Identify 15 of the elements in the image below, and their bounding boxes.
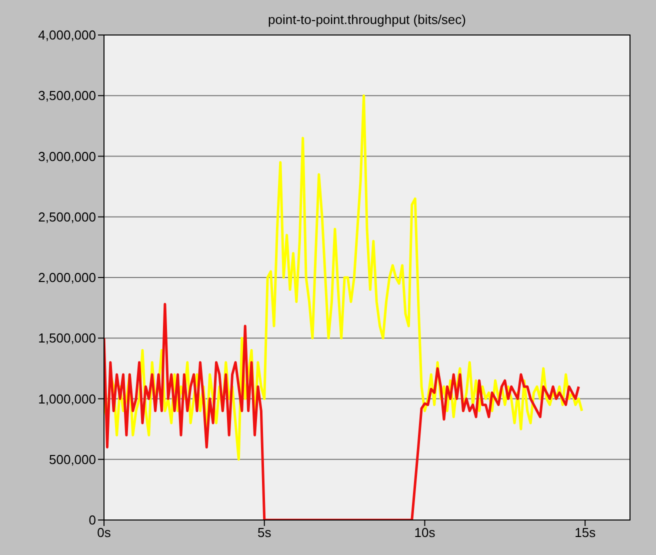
line-series	[104, 302, 580, 520]
y-tick-label: 1,500,000	[38, 330, 96, 346]
x-tick-label: 5s	[258, 525, 272, 540]
y-tick-label: 500,000	[49, 452, 96, 467]
y-tick-label: 2,000,000	[38, 270, 96, 286]
x-tick-label: 10s	[414, 525, 436, 540]
y-tick-label: 0	[88, 512, 96, 528]
x-tick-label: 0s	[97, 525, 112, 540]
x-tick-label: 15s	[574, 525, 596, 540]
y-tick-label: 4,000,000	[38, 28, 96, 43]
y-tick-label: 3,000,000	[38, 148, 96, 164]
chart-title: point-to-point.throughput (bits/sec)	[267, 12, 467, 27]
y-tick-label: 1,000,000	[38, 391, 96, 406]
y-tick-label: 2,500,000	[38, 209, 96, 224]
y-tick-label: 3,500,000	[38, 88, 96, 104]
